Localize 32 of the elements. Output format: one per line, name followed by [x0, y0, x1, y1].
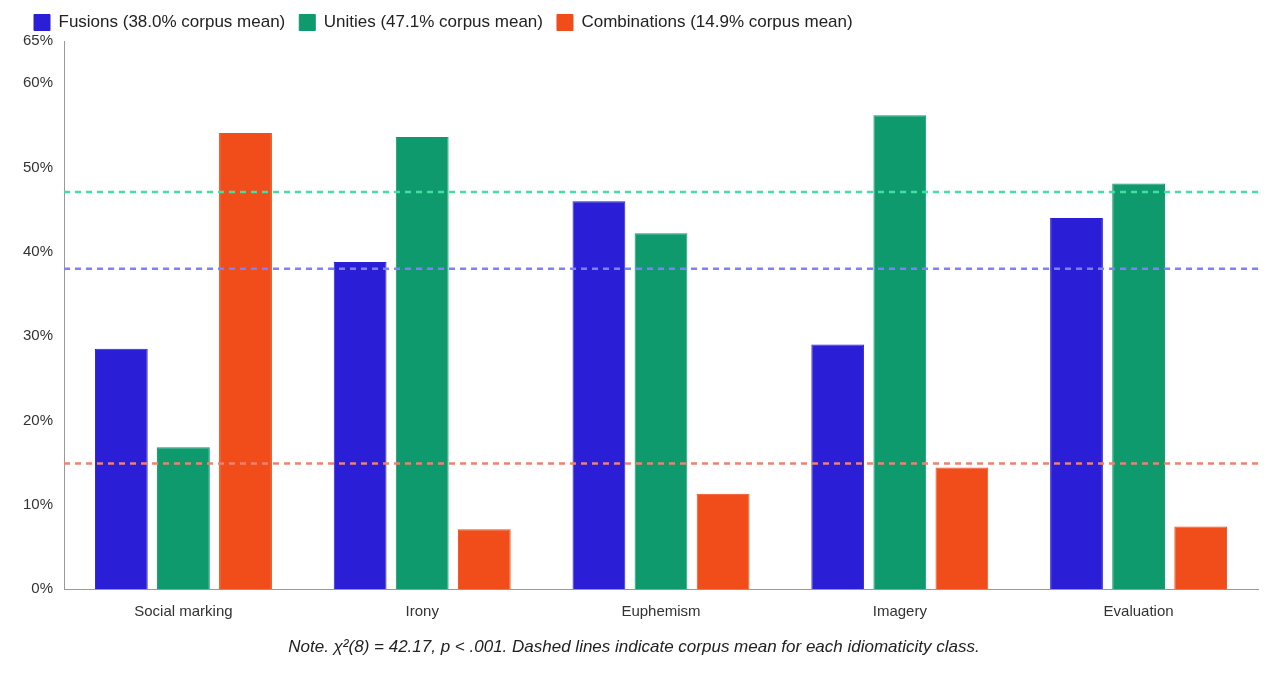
legend-label: Unities (47.1% corpus mean) [323, 12, 543, 32]
legend-label: Fusions (38.0% corpus mean) [58, 12, 286, 32]
bar [219, 132, 272, 589]
bar [1112, 183, 1165, 589]
bar [94, 348, 148, 589]
x-tick-label: Social marking [134, 602, 233, 620]
bar [696, 493, 750, 589]
y-tick-label: 20% [22, 410, 54, 428]
bar [395, 137, 449, 589]
x-tick-label: Irony [405, 602, 440, 620]
bar [811, 344, 865, 589]
x-tick-label: Imagery [872, 602, 928, 620]
y-tick-label: 0% [31, 579, 54, 597]
text: Note. χ²(8) = 42.17, p < .001. Dashed lines indicate corpus mean for each idiomaticity class. [287, 637, 981, 657]
y-tick-label: 10% [22, 494, 54, 512]
bar [572, 201, 626, 589]
x-tick-label: Evaluation [1103, 602, 1174, 620]
x-tick-label: Euphemism [621, 602, 701, 620]
bar [1050, 218, 1103, 589]
bar [1174, 526, 1228, 589]
bar [873, 115, 927, 589]
bar [333, 261, 387, 589]
y-tick-label: 50% [22, 157, 54, 175]
y-tick-label: 40% [22, 241, 54, 259]
y-tick-label: 65% [22, 31, 54, 49]
bar [457, 529, 511, 589]
bar [634, 233, 688, 589]
bar [935, 467, 989, 589]
bar [157, 447, 210, 589]
y-tick-label: 60% [22, 73, 54, 91]
y-tick-label: 30% [22, 326, 54, 344]
legend-label: Combinations (14.9% corpus mean) [581, 12, 853, 32]
